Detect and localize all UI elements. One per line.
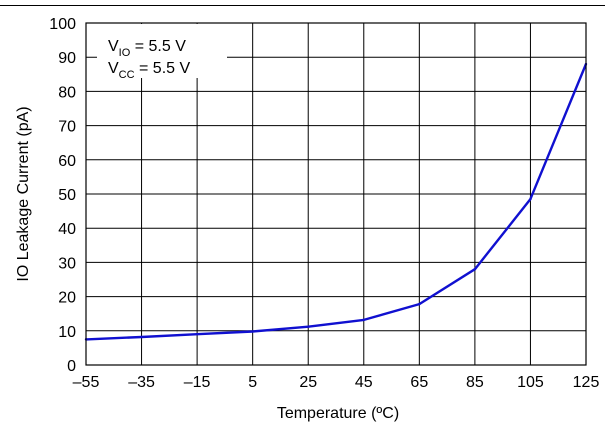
annotation-box xyxy=(97,24,227,78)
data-point xyxy=(529,197,532,201)
x-tick-label: 5 xyxy=(248,374,257,391)
x-tick-label: 45 xyxy=(355,374,373,391)
y-axis-label: IO Leakage Current (pA) xyxy=(15,106,32,281)
y-tick-label: 30 xyxy=(58,255,76,272)
x-axis-ticks: –55 –35 –15 5 25 45 65 85 105 125 xyxy=(73,374,600,391)
y-tick-label: 100 xyxy=(49,16,76,33)
y-tick-label: 40 xyxy=(58,221,76,238)
leakage-line xyxy=(85,63,588,341)
y-tick-label: 20 xyxy=(58,290,76,307)
grid xyxy=(86,23,586,365)
y-tick-label: 70 xyxy=(58,119,76,136)
data-point xyxy=(251,330,254,333)
annotation-vcc: VCC = 5.5 V xyxy=(108,60,190,81)
data-point xyxy=(140,335,143,339)
data-point xyxy=(362,318,365,322)
y-tick-label: 50 xyxy=(58,187,76,204)
x-tick-label: 65 xyxy=(410,374,428,391)
data-point xyxy=(307,325,310,328)
y-axis-ticks: 0 10 20 30 40 50 60 70 80 90 100 xyxy=(49,16,76,375)
y-tick-label: 80 xyxy=(58,84,76,101)
x-tick-label: –35 xyxy=(128,374,155,391)
data-point xyxy=(418,302,421,306)
annotation-vio: VIO = 5.5 V xyxy=(108,38,186,59)
y-tick-label: 60 xyxy=(58,153,76,170)
y-tick-label: 0 xyxy=(67,358,76,375)
x-tick-label: 25 xyxy=(299,374,317,391)
plot-frame xyxy=(85,22,587,366)
x-tick-label: 85 xyxy=(466,374,484,391)
x-axis-label: Temperature (ºC) xyxy=(277,405,399,422)
y-tick-label: 90 xyxy=(58,50,76,67)
data-point xyxy=(195,333,199,336)
y-tick-label: 10 xyxy=(58,324,76,341)
x-tick-label: 125 xyxy=(573,374,600,391)
x-tick-label: 105 xyxy=(517,374,544,391)
x-tick-label: –15 xyxy=(184,374,211,391)
data-point xyxy=(473,268,477,271)
x-tick-label: –55 xyxy=(73,374,100,391)
